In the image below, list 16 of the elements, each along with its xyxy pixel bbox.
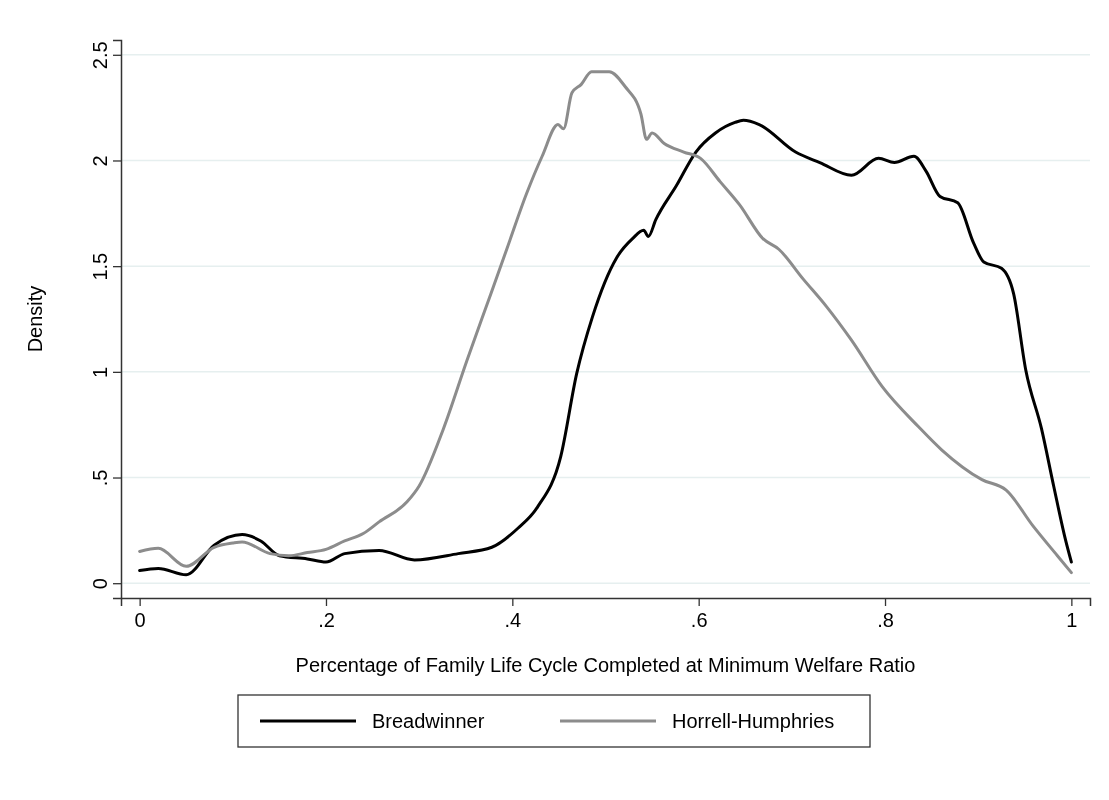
- x-axis-title: Percentage of Family Life Cycle Completed at Minimum Welfare Ratio: [295, 654, 916, 676]
- x-tick-label: 0: [134, 609, 146, 631]
- x-tick-label: .6: [690, 609, 708, 631]
- x-tick-label: 1: [1066, 609, 1078, 631]
- y-tick-label: 1: [89, 366, 111, 378]
- x-tick-label: .4: [504, 609, 522, 631]
- y-tick-label: 0: [89, 578, 111, 590]
- y-tick-label: .5: [89, 469, 111, 487]
- x-tick-label: .8: [877, 609, 894, 631]
- y-tick-label: 1.5: [89, 252, 111, 281]
- legend-label: Breadwinner: [372, 710, 485, 732]
- y-axis-title: Density: [24, 285, 46, 353]
- legend-label: Horrell-Humphries: [672, 710, 835, 732]
- y-tick-label: 2.5: [89, 41, 111, 70]
- y-tick-label: 2: [89, 155, 111, 167]
- x-tick-label: .2: [318, 609, 335, 631]
